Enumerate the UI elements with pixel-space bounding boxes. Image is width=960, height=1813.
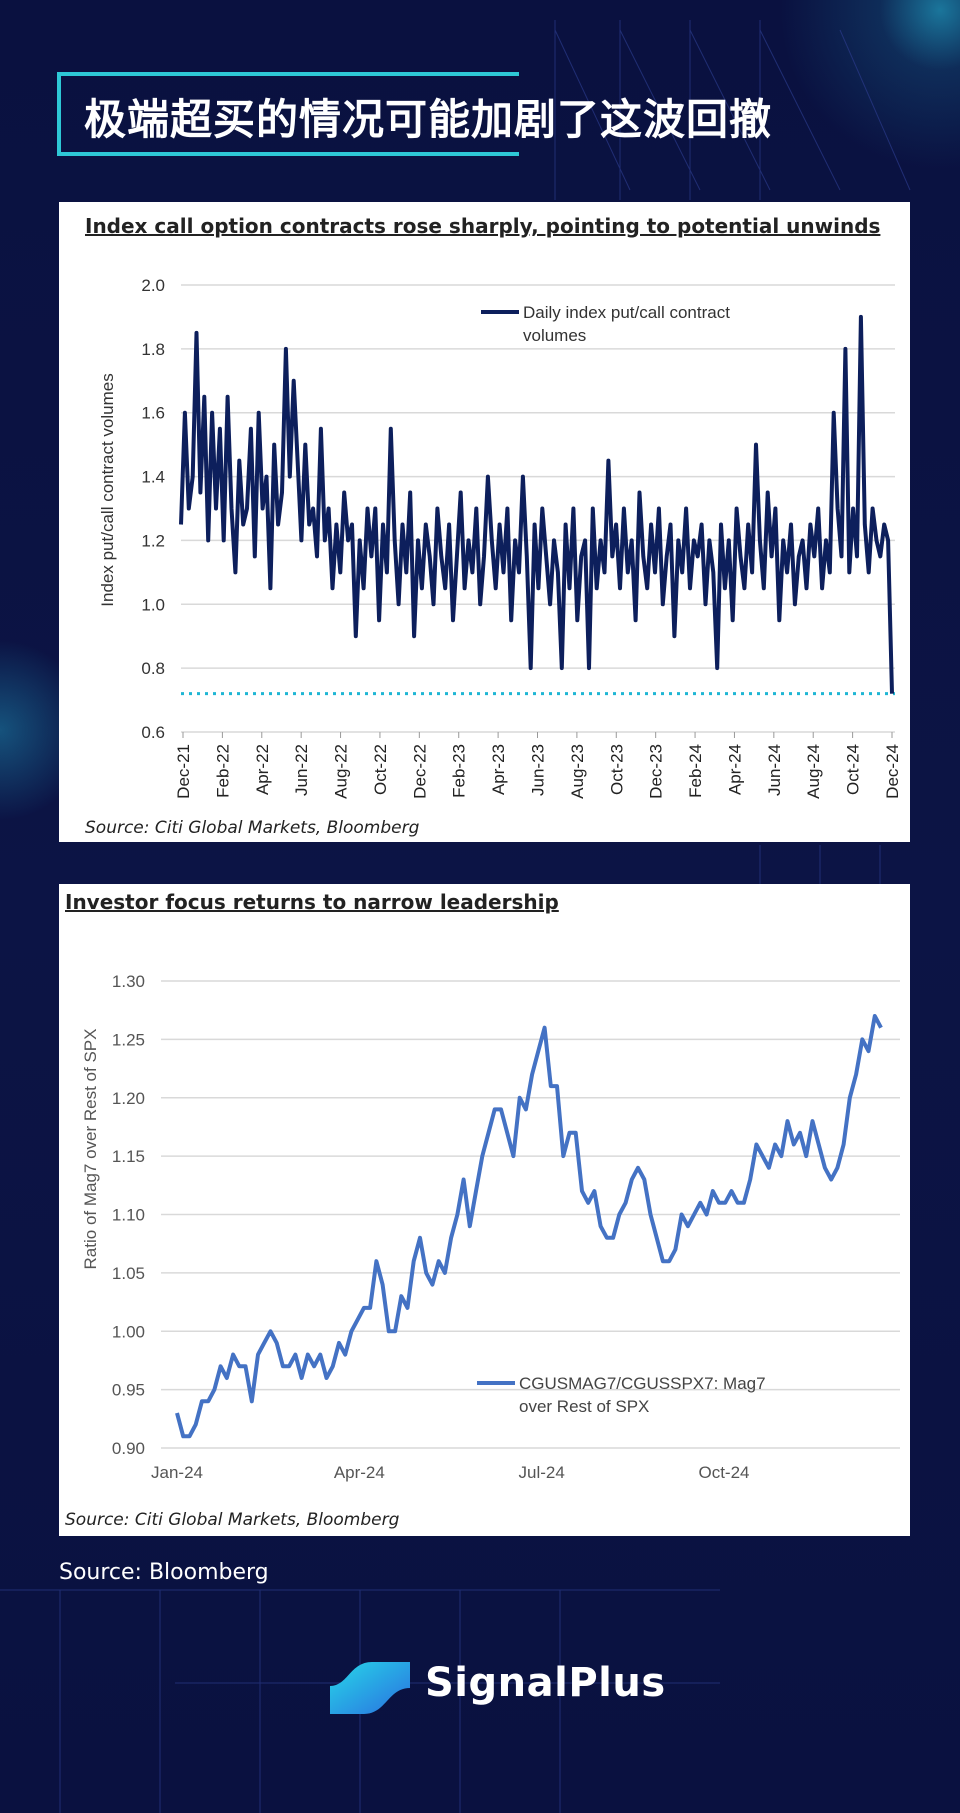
x-tick-label: Jan-24 <box>151 1463 203 1482</box>
x-tick-label: Oct-23 <box>607 744 626 795</box>
x-tick-label: Feb-23 <box>450 744 469 798</box>
x-tick-label: Jun-22 <box>292 744 311 796</box>
series-line <box>179 314 894 694</box>
mag7-chart: 0.90 0.95 1.00 1.05 1.10 1.15 1.20 1.25 1.30 Jan… <box>81 972 900 1482</box>
x-tick-label: Apr-24 <box>334 1463 385 1482</box>
x-tick-label: Apr-24 <box>725 744 744 795</box>
x-tick-label: Dec-24 <box>883 744 902 799</box>
chart-source: Source: Citi Global Markets, Bloomberg <box>65 1510 400 1530</box>
chart-source: Source: Citi Global Markets, Bloomberg <box>85 818 420 838</box>
chart-panel-putcall: Index call option contracts rose sharply… <box>59 202 910 842</box>
y-tick-label: 0.95 <box>112 1381 145 1400</box>
x-tick-label: Aug-22 <box>332 744 351 799</box>
y-tick-label: 1.2 <box>141 531 165 550</box>
y-tick-label: 1.15 <box>112 1147 145 1166</box>
x-tick-label: Feb-22 <box>213 744 232 798</box>
y-axis-label: Index put/call contract volumes <box>98 373 117 606</box>
x-tick-label: Jul-24 <box>519 1463 565 1482</box>
x-tick-label: Apr-22 <box>253 744 272 795</box>
x-tick-label: Dec-23 <box>647 744 666 799</box>
page-title: 极端超买的情况可能加剧了这波回撤 <box>84 95 773 144</box>
y-tick-label: 1.25 <box>112 1030 145 1049</box>
x-tick-label: Oct-22 <box>371 744 390 795</box>
y-tick-label: 1.30 <box>112 972 145 991</box>
y-axis-label: Ratio of Mag7 over Rest of SPX <box>81 1029 100 1270</box>
x-tick-label: Dec-22 <box>410 744 429 799</box>
y-tick-label: 1.6 <box>141 404 165 423</box>
y-tick-label: 2.0 <box>141 276 165 295</box>
putcall-chart: 0.6 0.8 1.0 1.2 1.4 1.6 1.8 2.0 Dec-21 Feb-22 Apr… <box>98 276 902 799</box>
x-tick-label: Dec-21 <box>174 744 193 799</box>
chart-panel-mag7: Investor focus returns to narrow leaders… <box>59 884 910 1536</box>
x-tick-label: Jun-23 <box>529 744 548 796</box>
x-tick-label: Aug-24 <box>804 744 823 799</box>
series-line <box>175 1014 883 1439</box>
y-tick-label: 1.4 <box>141 468 165 487</box>
x-tick-label: Oct-24 <box>698 1463 749 1482</box>
brand-name: SignalPlus <box>425 1660 666 1706</box>
y-tick-label: 1.00 <box>112 1322 145 1341</box>
y-tick-label: 0.90 <box>112 1439 145 1458</box>
legend-label-2: over Rest of SPX <box>519 1397 649 1416</box>
y-tick-label: 1.10 <box>112 1206 145 1225</box>
x-tick-label: Apr-23 <box>489 744 508 795</box>
signalplus-logo-icon <box>330 1662 410 1714</box>
y-tick-label: 1.8 <box>141 340 165 359</box>
y-tick-label: 1.20 <box>112 1089 145 1108</box>
chart-title: Index call option contracts rose sharply… <box>85 214 881 238</box>
title-frame <box>57 72 519 156</box>
chart-title: Investor focus returns to narrow leaders… <box>65 890 559 914</box>
y-tick-label: 0.8 <box>141 659 165 678</box>
x-tick-label: Jun-24 <box>765 744 784 796</box>
y-tick-label: 0.6 <box>141 723 165 742</box>
legend-label-2: volumes <box>523 326 586 345</box>
x-tick-label: Oct-24 <box>844 744 863 795</box>
legend-label-1: CGUSMAG7/CGUSSPX7: Mag7 <box>519 1374 766 1393</box>
x-tick-label: Aug-23 <box>568 744 587 799</box>
x-tick-label: Feb-24 <box>686 744 705 798</box>
footer-source: Source: Bloomberg <box>59 1560 269 1585</box>
legend-label-1: Daily index put/call contract <box>523 303 730 322</box>
y-tick-label: 1.05 <box>112 1264 145 1283</box>
y-tick-label: 1.0 <box>141 595 165 614</box>
